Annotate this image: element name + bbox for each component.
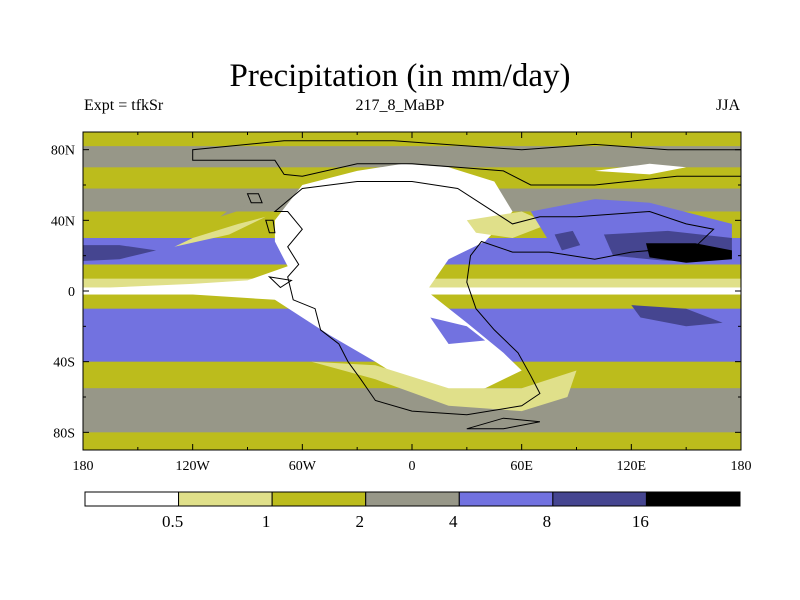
colorbar-box-0 xyxy=(84,491,180,507)
colorbar-box-4 xyxy=(458,491,554,507)
precip-band-12 xyxy=(83,388,741,433)
colorbar-label-5: 16 xyxy=(632,512,649,531)
x-tick-label-0: 180 xyxy=(73,459,94,474)
y-tick-label-3: 40S xyxy=(53,356,75,371)
precip-region-12 xyxy=(220,202,257,217)
precip-band-0 xyxy=(83,132,741,147)
colorbar-box-6 xyxy=(645,491,741,507)
coastline-2 xyxy=(246,193,263,204)
period-label: 217_8_MaBP xyxy=(355,97,445,114)
x-tick-label-4: 60E xyxy=(510,459,533,474)
coastline-1 xyxy=(273,181,715,416)
season-label: JJA xyxy=(715,97,740,114)
precip-region-8 xyxy=(554,230,581,251)
colorbar-label-0: 0.5 xyxy=(162,512,183,531)
y-tick-label-4: 80S xyxy=(53,426,75,441)
precip-region-0 xyxy=(110,163,522,397)
precip-band-1 xyxy=(83,146,741,168)
precip-band-13 xyxy=(83,432,741,450)
precip-region-2 xyxy=(466,211,550,238)
precip-region-10 xyxy=(631,305,723,327)
precip-region-4 xyxy=(594,163,687,175)
y-tick-label-0: 80N xyxy=(51,144,75,159)
colorbar-box-5 xyxy=(552,491,647,507)
precip-region-3 xyxy=(311,361,577,412)
y-tick-label-2: 0 xyxy=(68,285,75,300)
colorbar-label-4: 8 xyxy=(543,512,552,531)
chart-title: Precipitation (in mm/day) xyxy=(229,58,571,94)
precip-region-7 xyxy=(646,243,732,263)
coastline-3 xyxy=(265,219,276,234)
colorbar-box-2 xyxy=(271,491,367,507)
colorbar-label-1: 1 xyxy=(262,512,271,531)
coastline-0 xyxy=(192,140,741,186)
y-tick-label-1: 40N xyxy=(51,214,75,229)
experiment-label: Expt = tfkSr xyxy=(84,97,164,114)
precip-region-9 xyxy=(83,245,157,261)
colorbar-label-3: 4 xyxy=(449,512,458,531)
coastline-5 xyxy=(466,417,540,430)
colorbar-box-1 xyxy=(178,491,273,507)
x-tick-label-1: 120W xyxy=(176,459,211,474)
colorbar-label-2: 2 xyxy=(355,512,364,531)
x-tick-label-6: 180 xyxy=(731,459,752,474)
coastline-4 xyxy=(267,276,293,289)
x-tick-label-5: 120E xyxy=(617,459,647,474)
x-tick-label-2: 60W xyxy=(289,459,317,474)
precip-region-11 xyxy=(430,317,486,344)
colorbar-box-3 xyxy=(365,491,460,507)
x-tick-label-3: 0 xyxy=(409,459,416,474)
precip-region-1 xyxy=(174,216,266,247)
